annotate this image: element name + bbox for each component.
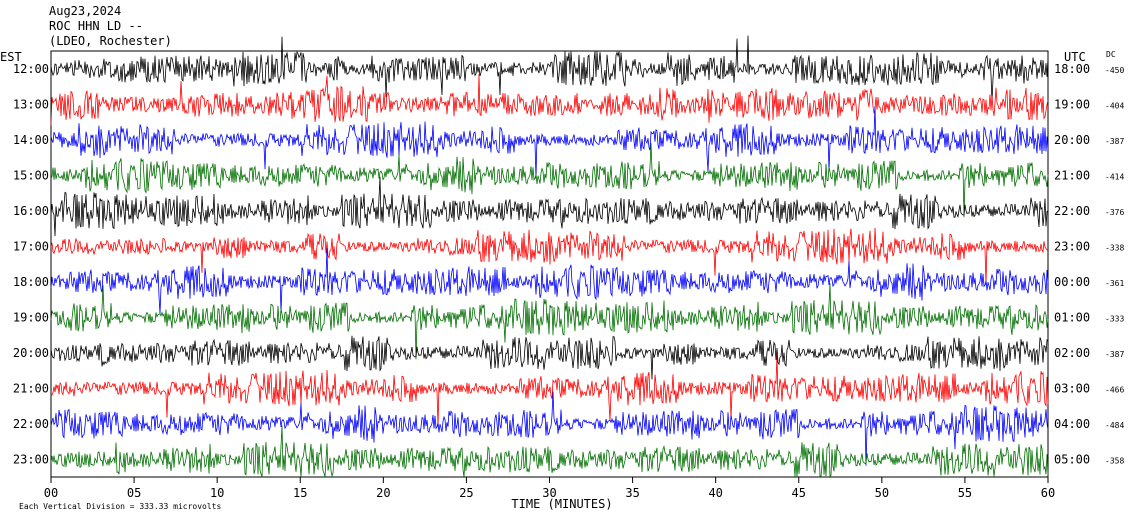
x-tick-label-7: 35 <box>625 486 639 500</box>
x-tick-label-4: 20 <box>376 486 390 500</box>
x-tick-label-0: 00 <box>44 486 58 500</box>
utc-label-5: 23:00 <box>1054 240 1090 254</box>
est-label-3: 15:00 <box>13 169 49 183</box>
x-tick-label-1: 05 <box>127 486 141 500</box>
x-tick-label-2: 10 <box>210 486 224 500</box>
dc-value-0: -450 <box>1105 66 1124 75</box>
utc-label-1: 19:00 <box>1054 98 1090 112</box>
trace-7 <box>50 283 1049 360</box>
est-label-8: 20:00 <box>13 346 49 360</box>
plot-frame <box>50 50 1049 478</box>
x-tick-label-5: 25 <box>459 486 473 500</box>
scale-note: Each Vertical Division = 333.33 microvol… <box>19 502 221 511</box>
est-label-10: 22:00 <box>13 417 49 431</box>
trace-0 <box>50 35 1049 103</box>
trace-10 <box>50 391 1049 466</box>
utc-label-0: 18:00 <box>1054 62 1090 76</box>
est-label-2: 14:00 <box>13 133 49 147</box>
utc-label-10: 04:00 <box>1054 417 1090 431</box>
utc-label-3: 21:00 <box>1054 169 1090 183</box>
trace-9 <box>50 354 1049 428</box>
dc-value-11: -358 <box>1105 457 1124 466</box>
dc-value-5: -338 <box>1105 244 1124 253</box>
header-station: ROC HHN LD -- <box>49 19 143 33</box>
dc-value-4: -376 <box>1105 208 1124 217</box>
utc-label-2: 20:00 <box>1054 133 1090 147</box>
x-tick-label-6: 30 <box>542 486 556 500</box>
header-network: (LDEO, Rochester) <box>49 34 172 48</box>
dc-value-6: -361 <box>1105 279 1124 288</box>
x-tick-label-11: 55 <box>958 486 972 500</box>
trace-3 <box>50 143 1049 218</box>
est-label-1: 13:00 <box>13 98 49 112</box>
row-label-group: 12:00 18:00 -450 13:00 19:00 -404 14:00 20:00 -3… <box>13 62 1125 467</box>
est-label-5: 17:00 <box>13 240 49 254</box>
trace-11 <box>50 425 1049 479</box>
est-label-4: 16:00 <box>13 204 49 218</box>
x-tick-label-8: 40 <box>708 486 722 500</box>
dc-value-3: -414 <box>1105 173 1124 182</box>
dc-value-8: -387 <box>1105 350 1124 359</box>
x-tick-label-9: 45 <box>792 486 806 500</box>
est-label-9: 21:00 <box>13 382 49 396</box>
trace-4 <box>50 176 1049 237</box>
est-label-6: 18:00 <box>13 275 49 289</box>
dc-value-1: -404 <box>1105 102 1124 111</box>
utc-label-4: 22:00 <box>1054 204 1090 218</box>
utc-label-11: 05:00 <box>1054 453 1090 467</box>
trace-2 <box>50 106 1049 179</box>
trace-5 <box>50 227 1049 286</box>
trace-6 <box>50 248 1049 314</box>
utc-label-8: 02:00 <box>1054 346 1090 360</box>
dc-label: DC <box>1106 50 1116 59</box>
dc-value-10: -484 <box>1105 421 1124 430</box>
utc-label-9: 03:00 <box>1054 382 1090 396</box>
est-label-11: 23:00 <box>13 453 49 467</box>
dc-value-7: -333 <box>1105 315 1124 324</box>
est-label-7: 19:00 <box>13 311 49 325</box>
dc-value-9: -466 <box>1105 386 1124 395</box>
utc-label-7: 01:00 <box>1054 311 1090 325</box>
x-tick-label-12: 60 <box>1041 486 1055 500</box>
utc-label-6: 00:00 <box>1054 275 1090 289</box>
header-date: Aug23,2024 <box>49 4 121 18</box>
x-tick-label-3: 15 <box>293 486 307 500</box>
x-axis-label: TIME (MINUTES) <box>511 497 612 511</box>
x-tick-group: 00 05 10 15 20 25 30 35 40 45 50 55 60 <box>44 477 1055 500</box>
x-tick-label-10: 50 <box>875 486 889 500</box>
right-axis-label: UTC <box>1064 50 1086 64</box>
trace-1 <box>50 74 1049 126</box>
trace-8 <box>50 335 1049 380</box>
left-axis-label: EST <box>0 50 22 64</box>
trace-group <box>50 35 1049 479</box>
dc-value-2: -387 <box>1105 137 1124 146</box>
est-label-0: 12:00 <box>13 62 49 76</box>
